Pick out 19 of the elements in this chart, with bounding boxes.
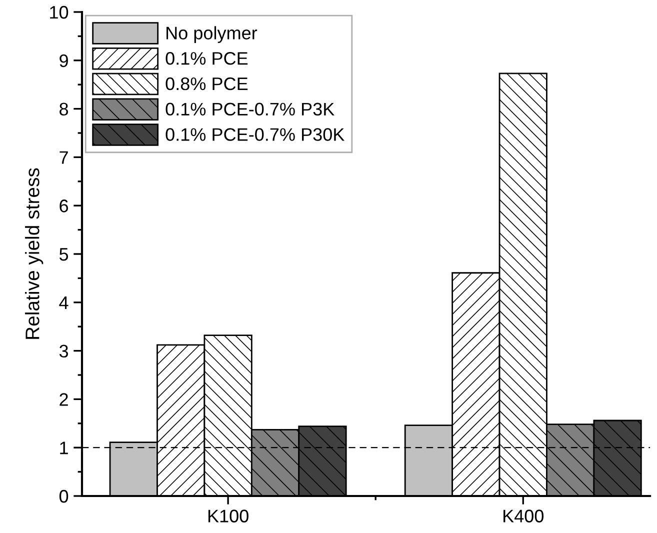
y-tick-label: 5 [59, 248, 68, 261]
y-tick-label: 10 [50, 6, 68, 19]
y-tick-label: 7 [60, 151, 68, 164]
y-tick-label: 2 [60, 393, 68, 406]
y-tick-label: 9 [60, 54, 68, 68]
legend-label: 0.1% PCE-0.7% P3K [166, 102, 334, 116]
legend-label: 0.1% PCE [166, 52, 248, 65]
y-tick-label: 8 [60, 102, 68, 116]
y-tick-label: 6 [60, 200, 68, 212]
y-axis-title: Relative yield stress [25, 168, 44, 339]
y-tick-label: 4 [59, 296, 68, 309]
y-tick-label: 1 [60, 442, 68, 454]
legend-label: 0.8% PCE [166, 77, 248, 90]
x-tick-label: K100 [208, 510, 248, 522]
legend-label: No polymer [166, 26, 258, 44]
x-tick-label: K400 [504, 510, 544, 522]
legend-label: 0.1% PCE-0.7% P30K [166, 128, 344, 141]
y-tick-label: 3 [59, 344, 68, 358]
y-tick-label: 0 [59, 490, 68, 503]
